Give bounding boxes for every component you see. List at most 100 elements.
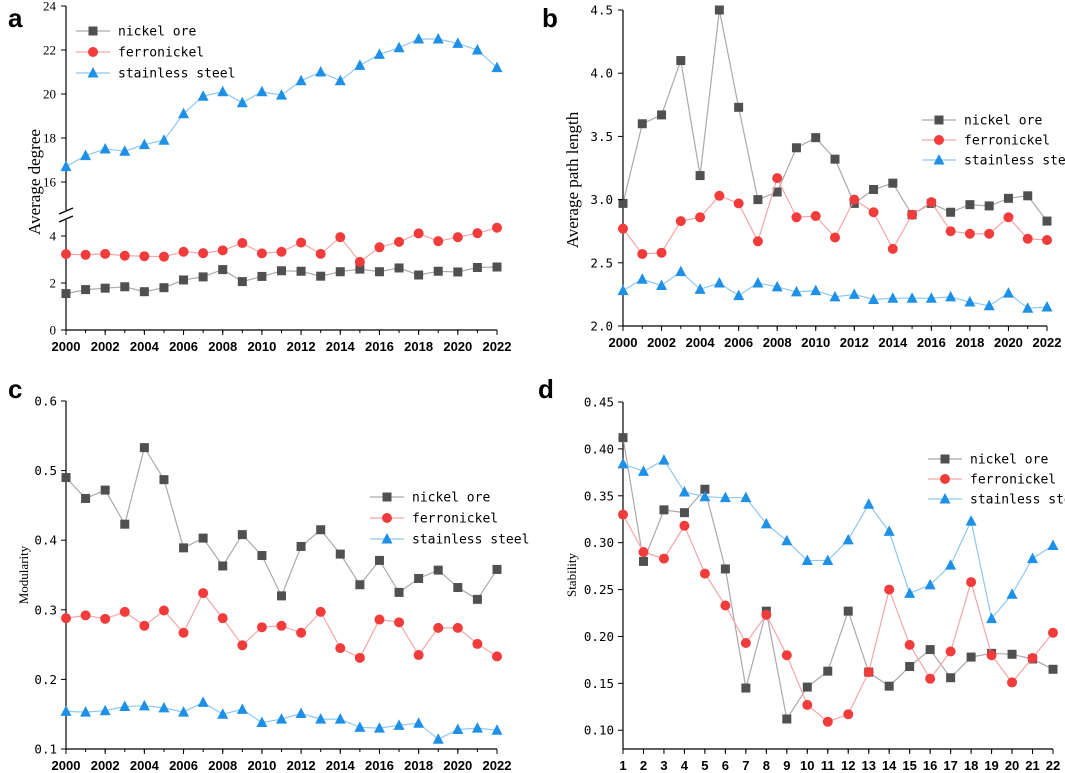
data-point-stainless-steel — [295, 707, 307, 719]
x-tick-label: 10 — [800, 758, 814, 773]
data-point-stainless-steel — [760, 517, 772, 529]
data-point-stainless-steel — [452, 37, 464, 48]
data-point-stainless-steel — [1002, 287, 1014, 298]
x-tick-label: 18 — [964, 758, 978, 773]
y-tick-label: 2 — [50, 276, 57, 291]
data-point-stainless-steel — [99, 143, 111, 154]
data-point-nickel-ore — [659, 505, 669, 515]
data-point-nickel-ore — [316, 525, 326, 535]
data-point-nickel-ore — [676, 56, 686, 66]
data-point-stainless-steel — [964, 295, 976, 307]
data-point-ferronickel — [740, 638, 751, 649]
y-tick-label: 3.5 — [590, 129, 613, 144]
data-point-stainless-steel — [413, 33, 425, 44]
data-point-stainless-steel — [1027, 552, 1039, 564]
data-point-ferronickel — [863, 667, 874, 678]
data-point-ferronickel — [945, 226, 956, 237]
data-point-ferronickel — [472, 228, 483, 239]
data-point-nickel-ore — [277, 266, 286, 276]
data-point-nickel-ore — [139, 443, 149, 453]
x-tick-label: 2006 — [724, 335, 753, 350]
data-point-stainless-steel — [868, 293, 880, 304]
data-point-ferronickel — [256, 622, 267, 633]
x-tick-label: 2000 — [52, 339, 81, 354]
data-point-ferronickel — [1007, 677, 1018, 688]
data-point-stainless-steel — [373, 722, 385, 733]
data-point-stainless-steel — [658, 454, 670, 465]
panel-label: b — [542, 3, 558, 33]
data-point-stainless-steel — [656, 279, 668, 291]
legend: nickel ore ferronickel stainless steel — [370, 491, 529, 548]
data-point-stainless-steel — [236, 96, 248, 108]
data-point-ferronickel — [433, 622, 444, 633]
data-point-nickel-ore — [741, 683, 751, 693]
data-point-nickel-ore — [296, 541, 306, 551]
data-point-nickel-ore — [753, 195, 763, 205]
data-point-ferronickel — [296, 237, 307, 248]
data-point-nickel-ore — [966, 652, 976, 662]
x-tick-label: 9 — [783, 758, 790, 773]
data-point-stainless-steel — [60, 705, 72, 716]
data-point-stainless-steel — [432, 733, 444, 744]
data-point-stainless-steel — [197, 90, 209, 101]
data-point-nickel-ore — [1023, 191, 1033, 201]
x-tick-label: 2014 — [878, 335, 908, 350]
data-point-ferronickel — [1022, 233, 1033, 244]
y-tick-label: 0.3 — [34, 602, 57, 617]
y-axis-title: Stability — [564, 552, 579, 597]
data-point-stainless-steel — [315, 66, 327, 77]
y-tick-label: 20 — [43, 87, 56, 102]
data-point-stainless-steel — [178, 107, 190, 119]
y-tick-label: 0.35 — [584, 488, 614, 503]
y-tick-label: 0.30 — [584, 535, 614, 550]
legend-label-nickel-ore: nickel ore — [970, 453, 1048, 468]
data-point-nickel-ore — [100, 283, 110, 293]
data-point-stainless-steel — [99, 704, 111, 716]
series-stainless-steel — [60, 33, 503, 172]
data-point-ferronickel — [1027, 653, 1038, 664]
data-point-ferronickel — [217, 245, 228, 256]
x-tick-label: 2018 — [404, 339, 433, 354]
data-point-stainless-steel — [334, 74, 346, 86]
data-point-nickel-ore — [884, 681, 894, 691]
x-tick-label: 2004 — [686, 335, 716, 350]
legend-marker-nickel-ore — [382, 492, 392, 502]
data-point-nickel-ore — [1048, 664, 1058, 674]
data-point-nickel-ore — [414, 573, 424, 583]
data-point-stainless-steel — [60, 160, 72, 172]
data-point-stainless-steel — [636, 273, 648, 284]
y-tick-label: 0.25 — [584, 582, 614, 597]
data-point-stainless-steel — [119, 145, 131, 156]
data-point-ferronickel — [1048, 627, 1058, 638]
data-point-stainless-steel — [295, 74, 307, 86]
data-point-ferronickel — [966, 577, 977, 588]
data-point-nickel-ore — [237, 277, 247, 287]
y-tick-label: 0.20 — [584, 629, 614, 644]
data-point-stainless-steel — [119, 700, 131, 712]
data-point-nickel-ore — [257, 271, 267, 281]
series-stainless-steel — [617, 265, 1053, 313]
data-point-stainless-steel — [256, 716, 268, 728]
data-point-nickel-ore — [61, 289, 71, 299]
data-point-stainless-steel — [983, 299, 995, 311]
y-tick-label: 2.5 — [590, 255, 613, 270]
data-point-nickel-ore — [374, 555, 384, 565]
y-tick-label: 22 — [43, 43, 56, 58]
x-tick-label: 2022 — [483, 339, 512, 354]
x-tick-label: 2006 — [169, 758, 198, 773]
x-tick-label: 2000 — [52, 758, 81, 773]
data-point-stainless-steel — [842, 533, 854, 545]
x-tick-label: 2016 — [365, 758, 394, 773]
data-point-nickel-ore — [782, 714, 792, 724]
data-point-nickel-ore — [120, 282, 130, 292]
data-point-ferronickel — [394, 236, 405, 247]
data-point-ferronickel — [472, 638, 483, 649]
legend-marker-nickel-ore — [940, 454, 950, 464]
data-point-nickel-ore — [335, 549, 345, 559]
data-point-nickel-ore — [720, 564, 730, 574]
data-point-stainless-steel — [373, 48, 385, 59]
x-tick-label: 8 — [763, 758, 770, 773]
data-point-ferronickel — [237, 238, 248, 249]
legend: nickel ore ferronickel stainless steel — [76, 25, 235, 82]
x-tick-label: 2018 — [955, 335, 984, 350]
